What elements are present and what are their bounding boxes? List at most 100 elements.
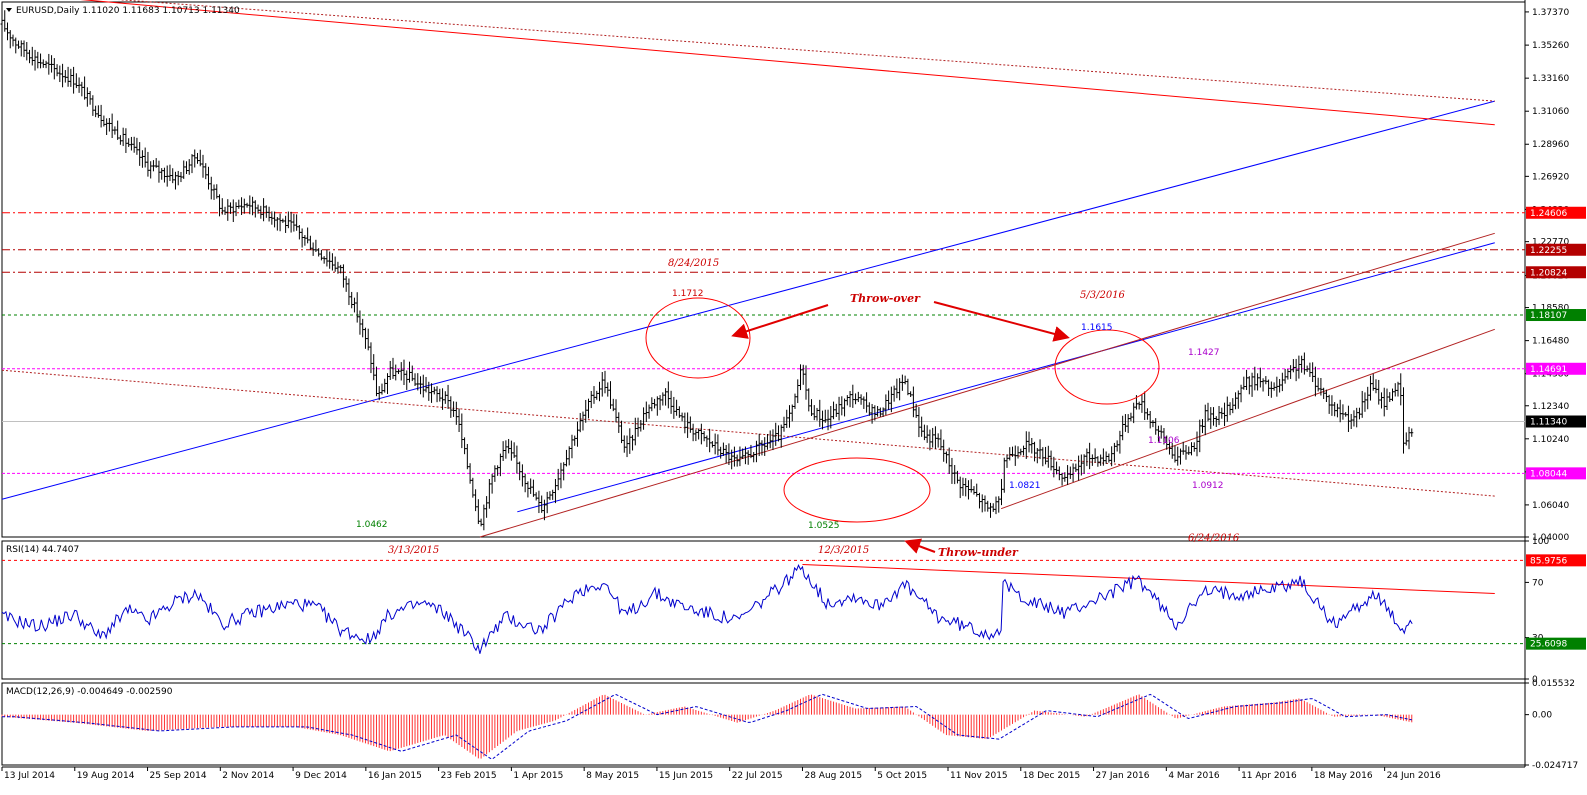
annotation-arrows	[731, 301, 1070, 554]
annotation-label: 1.1427	[1188, 348, 1220, 358]
y-tick-label: 1.16480	[1532, 337, 1569, 347]
annotation-label: 1.0462	[356, 520, 388, 530]
y-tick-label: 1.04000	[1532, 533, 1569, 543]
rsi-y-tick-label: 70	[1532, 578, 1544, 588]
arrow-throw-over-right	[933, 301, 1070, 342]
rsi-panel	[1, 540, 1526, 680]
trendline	[117, 0, 1495, 102]
annotation-label: Throw-over	[850, 292, 921, 305]
annotation-label: 1.0912	[1192, 481, 1224, 491]
rsi-y-tick-label: 100	[1532, 537, 1549, 547]
arrow-throw-over-left	[731, 304, 829, 339]
level-badge	[1526, 467, 1586, 480]
rsi-level-badge	[1526, 554, 1586, 567]
macd-header-label: MACD(12,26,9) -0.004649 -0.002590	[6, 687, 173, 697]
trendline	[1000, 328, 1495, 510]
price-header-label: EURUSD,Daily 1.11020 1.11683 1.10713 1.1…	[16, 6, 240, 16]
trendline	[1, 100, 1495, 500]
x-tick-label: 16 Jan 2015	[368, 771, 422, 781]
level-label: 1.14691	[1530, 365, 1567, 375]
level-label: 1.20824	[1530, 268, 1567, 278]
horizontal-levels: 1.24606 1.22255 1.20824 1.18107 1.14691 1.113…	[2, 206, 1586, 480]
x-tick-label: 15 Jun 2015	[659, 771, 713, 781]
annotation-label: 1.0821	[1009, 481, 1041, 491]
x-tick-label: 2 Nov 2014	[222, 771, 274, 781]
x-tick-label: 11 Nov 2015	[950, 771, 1008, 781]
x-axis: 13 Jul 2014 19 Aug 2014 25 Sep 2014 2 Nov 2…	[1, 767, 1441, 781]
price-panel	[1, 1, 1526, 538]
trendlines	[1, 0, 1495, 538]
annotation-label: 1.1712	[672, 289, 704, 299]
arrow-throw-under	[904, 538, 936, 554]
macd-signal-line	[2, 693, 1412, 760]
rsi-header-label: RSI(14) 44.7407	[6, 545, 79, 555]
annotation-label: 3/13/2015	[388, 545, 439, 556]
x-tick-label: 11 Apr 2016	[1241, 771, 1297, 781]
annotation-label: 8/24/2015	[668, 258, 719, 269]
level-badge	[1526, 206, 1586, 219]
level-label: 1.22255	[1530, 246, 1567, 256]
y-tick-label: 1.28960	[1532, 140, 1569, 150]
rsi-level-badge	[1526, 637, 1586, 650]
x-tick-label: 8 May 2015	[586, 771, 639, 781]
level-badge	[1526, 266, 1586, 279]
level-label: 1.18107	[1530, 311, 1567, 321]
x-tick-label: 9 Dec 2014	[295, 771, 347, 781]
x-tick-label: 25 Sep 2014	[150, 771, 207, 781]
y-tick-label: 1.22770	[1532, 238, 1569, 248]
macd-y-tick-label: 0.015532	[1532, 679, 1575, 689]
x-tick-label: 19 Aug 2014	[77, 771, 135, 781]
y-tick-label: 1.18580	[1532, 304, 1569, 314]
macd-y-tick-label: 0.00	[1532, 711, 1552, 721]
throw-over-ellipse-2	[1054, 329, 1160, 405]
annotation-label: Throw-under	[938, 546, 1019, 559]
x-tick-label: 24 Jun 2016	[1387, 771, 1441, 781]
level-label: 1.08044	[1530, 469, 1567, 479]
panel-frames	[1, 0, 1526, 768]
y-tick-label: 1.26920	[1532, 172, 1569, 182]
annotation-label: 6/24/2016	[1188, 533, 1240, 544]
rsi-level-label: 25.6098	[1530, 640, 1567, 650]
x-tick-label: 27 Jan 2016	[1096, 771, 1150, 781]
ohlc-bars	[0, 10, 1414, 531]
macd-panel-content: 0.015532 0.00 -0.024717 MACD(12,26,9) -0.00…	[1, 679, 1578, 771]
y-tick-label: 1.37370	[1532, 8, 1569, 18]
level-badge	[1526, 362, 1586, 375]
level-badge	[1526, 243, 1586, 256]
x-tick-label: 18 May 2016	[1314, 771, 1373, 781]
highlight-ellipses	[645, 297, 1160, 523]
x-tick-label: 18 Dec 2015	[1023, 771, 1081, 781]
x-tick-label: 4 Mar 2016	[1168, 771, 1220, 781]
throw-over-ellipse-1	[645, 297, 751, 379]
x-tick-label: 5 Oct 2015	[877, 771, 927, 781]
y-tick-label: 1.31060	[1532, 107, 1569, 117]
annotation-label: 1.1106	[1148, 436, 1180, 446]
rsi-level-label: 85.9756	[1530, 556, 1567, 566]
throw-under-ellipse	[783, 457, 931, 523]
y-tick-label: 1.10240	[1532, 435, 1569, 445]
macd-y-tick-label: -0.024717	[1532, 761, 1578, 771]
rsi-trendline	[802, 563, 1495, 594]
trendline	[517, 242, 1495, 513]
level-label: 1.24606	[1530, 209, 1567, 219]
trendline	[80, 0, 1495, 126]
annotations: 8/24/2015 1.1712 Throw-over 5/3/2016 1.1615 1…	[356, 258, 1240, 559]
price-header: EURUSD,Daily 1.11020 1.11683 1.10713 1.1…	[6, 6, 240, 16]
annotation-label: 12/3/2015	[818, 545, 869, 556]
level-badge	[1526, 309, 1586, 322]
rsi-line	[1, 564, 1413, 654]
rsi-y-tick-label: 0	[1532, 675, 1538, 685]
x-tick-label: 13 Jul 2014	[4, 771, 55, 781]
x-tick-label: 1 Apr 2015	[513, 771, 563, 781]
level-label: 1.11340	[1530, 418, 1567, 428]
y-tick-label: 1.33160	[1532, 74, 1569, 84]
level-badge	[1526, 415, 1586, 428]
annotation-label: 1.0525	[808, 521, 840, 531]
x-tick-label: 23 Feb 2015	[441, 771, 497, 781]
collapse-triangle-icon	[6, 8, 12, 12]
annotation-label: 5/3/2016	[1080, 290, 1126, 301]
annotation-label: 1.1615	[1081, 323, 1113, 333]
y-tick-label: 1.06040	[1532, 501, 1569, 511]
